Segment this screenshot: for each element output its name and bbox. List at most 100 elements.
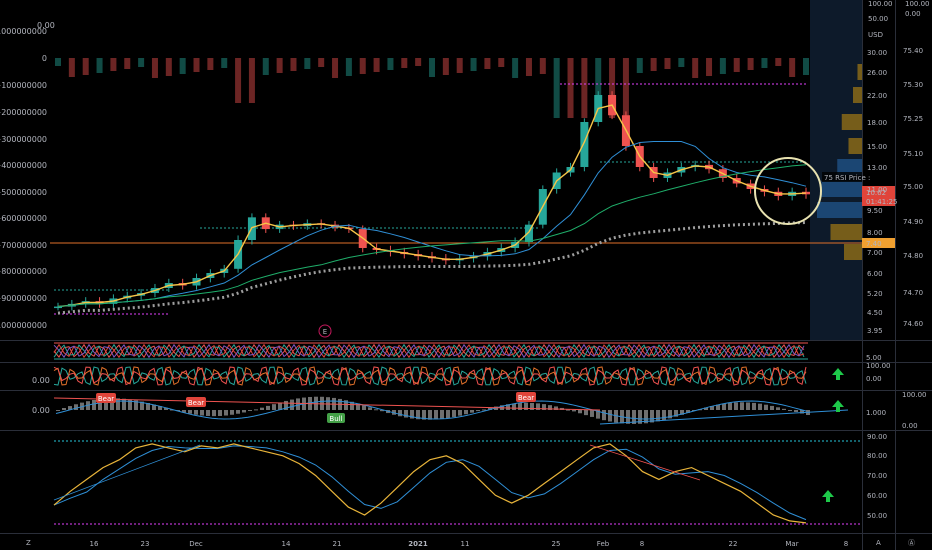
osc3-bar — [440, 410, 444, 419]
osc3-bar — [344, 400, 348, 410]
last-price: 10.62 — [866, 189, 886, 197]
osc3-bar — [212, 410, 216, 417]
ma-dotted-line — [57, 221, 807, 315]
osc3-bar — [146, 402, 150, 410]
volume-bar — [484, 58, 491, 69]
osc3-bar — [362, 405, 366, 410]
osc2-line — [53, 366, 807, 386]
volume-bar — [304, 58, 311, 69]
volume-bar — [68, 58, 75, 77]
osc1-line — [53, 343, 805, 359]
bear-tag-1: Bear — [96, 393, 116, 403]
osc3-bar — [638, 410, 642, 424]
volume-profile-bar — [821, 181, 862, 197]
secondary-axis-tick: 74.80 — [903, 252, 923, 260]
volume-bar — [179, 58, 186, 74]
currency-label: USD — [868, 31, 883, 39]
osc3-bar — [236, 410, 240, 414]
osc3-bar — [542, 404, 546, 410]
volume-bar — [581, 58, 588, 118]
main-pane[interactable] — [0, 0, 862, 340]
bear-tag-2-text: Bear — [188, 399, 204, 407]
secondary-axis-tick: 75.10 — [903, 150, 923, 158]
volume-bar — [498, 58, 505, 67]
volume-bar — [719, 58, 726, 74]
osc3-bar — [140, 401, 144, 410]
volume-profile-bar — [817, 202, 862, 218]
osc2-line — [53, 366, 807, 386]
osc3-bar — [758, 403, 762, 410]
osc3-bar — [602, 410, 606, 421]
right-scale-100: 100.00 — [905, 0, 930, 8]
volume-bar — [470, 58, 477, 71]
osc3-bar — [644, 410, 648, 424]
osc3-bar — [422, 410, 426, 420]
bear-tag-3-text: Bear — [518, 394, 534, 402]
osc3-bar — [776, 407, 780, 410]
time-axis-label: 14 — [282, 540, 291, 548]
price-axis-tick: 8.00 — [867, 229, 883, 237]
osc3-bar — [92, 399, 96, 410]
ma-mid-line — [57, 141, 807, 308]
osc3-bar — [368, 407, 372, 410]
event-marker[interactable]: E — [318, 324, 332, 338]
rsi-signal-line — [53, 445, 807, 521]
secondary-axis-tick: 74.70 — [903, 289, 923, 297]
rsi-axis[interactable]: 90.00 80.00 70.00 60.00 50.00 — [867, 433, 887, 520]
osc3-bar — [788, 410, 792, 411]
price-axis-tick: 11.00 — [867, 186, 887, 194]
osc3-bar — [530, 402, 534, 410]
time-axis[interactable]: 16 23 Dec 14 21 2021 11 25 Feb 8 22 Mar 8 — [90, 540, 849, 548]
osc3-bar — [278, 402, 282, 410]
rsi-axis-tick: 70.00 — [867, 472, 887, 480]
level-price-badge: 7.40 — [862, 238, 895, 248]
bull-tag-text: Bull — [329, 415, 342, 423]
time-axis-label: 8 — [640, 540, 644, 548]
volume-bar — [664, 58, 671, 69]
secondary-price-axis[interactable]: 75.40 75.30 75.25 75.10 75.00 74.90 74.80 74.70… — [903, 47, 923, 328]
osc3-bar — [164, 407, 168, 410]
osc1-scale-100: 100.00 — [866, 362, 891, 370]
time-axis-label: 23 — [141, 540, 150, 548]
osc3-bar — [434, 410, 438, 420]
auto-scale-toggle-2[interactable]: Ⓐ — [908, 539, 915, 547]
osc3-bar — [128, 399, 132, 410]
osc3-bar — [752, 402, 756, 410]
volume-bar — [221, 58, 228, 68]
volume-bar — [429, 58, 435, 77]
osc3-bar — [548, 405, 552, 410]
osc1-scale-5: 5.00 — [866, 354, 882, 362]
osc3-bar — [554, 406, 558, 410]
volume-profile-bar — [853, 87, 862, 103]
osc3-bar — [134, 400, 138, 410]
osc3-bar — [380, 410, 384, 412]
secondary-axis-tick: 75.40 — [903, 47, 923, 55]
secondary-axis-tick: 75.00 — [903, 183, 923, 191]
time-axis-label: Feb — [597, 540, 610, 548]
osc3-bar — [674, 410, 678, 417]
osc3-bar — [290, 399, 294, 410]
auto-scale-toggle[interactable]: A — [876, 539, 881, 547]
volume-bar — [456, 58, 463, 73]
volume-bar — [96, 58, 103, 73]
osc1-line — [53, 343, 805, 359]
price-axis-tick: 9.50 — [867, 207, 883, 215]
secondary-axis-tick: 74.60 — [903, 320, 923, 328]
volume-bar — [151, 58, 158, 78]
osc3-signal-line — [55, 400, 807, 420]
secondary-axis-tick: 74.90 — [903, 218, 923, 226]
volume-bar — [747, 58, 754, 70]
left-price-axis[interactable]: 1000000000 0 −100000000 −200000000 −30000000… — [0, 27, 47, 330]
volume-bar — [803, 58, 809, 75]
time-axis-label: 2021 — [408, 540, 428, 548]
axis-separators — [862, 0, 896, 550]
price-axis[interactable]: 30.00 26.00 22.00 18.00 15.00 13.00 11.00 9.50 8… — [867, 49, 887, 335]
left-axis-tick: −800000000 — [0, 267, 47, 276]
pane-separators[interactable] — [0, 340, 932, 534]
osc3-bar — [152, 404, 156, 410]
osc3-bar — [452, 410, 456, 417]
osc3-bar — [632, 410, 636, 424]
volume-bar — [525, 58, 532, 76]
timezone-marker[interactable]: Z — [26, 539, 31, 547]
